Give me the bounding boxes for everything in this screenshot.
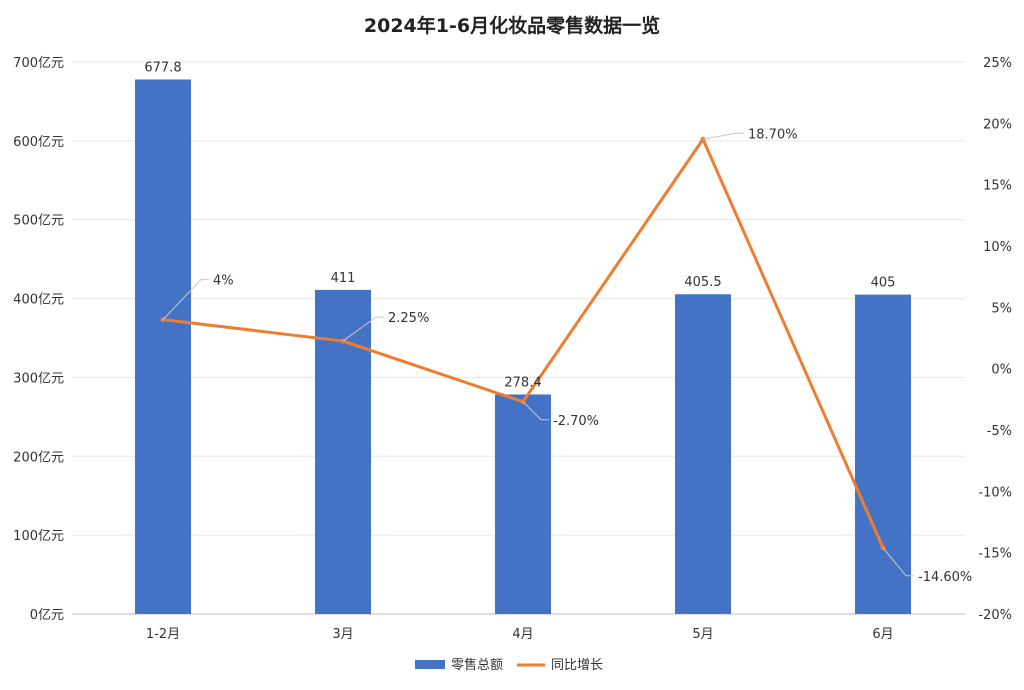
line-value-label: 18.70% — [748, 127, 798, 142]
data-labels: 677.8 411 278.4 405.5 405 4% 2.25% -2.70% 18.70%… — [144, 61, 972, 585]
y-left-tick-label: 0亿元 — [30, 608, 64, 623]
bar-value-label: 278.4 — [504, 375, 541, 390]
y-right-tick-label: -5% — [987, 424, 1012, 439]
bar — [675, 294, 731, 614]
bar — [135, 79, 191, 614]
y-right-tick-label: 15% — [983, 179, 1012, 194]
y-left-tick-label: 600亿元 — [13, 135, 64, 150]
line-value-label: -2.70% — [553, 414, 599, 429]
leader-line — [522, 401, 549, 421]
x-tick-label: 3月 — [332, 627, 353, 642]
y-left-tick-label: 300亿元 — [13, 371, 64, 386]
bar-value-label: 677.8 — [144, 61, 181, 76]
y-left-tick-label: 100亿元 — [13, 529, 64, 544]
line-value-label: -14.60% — [918, 570, 972, 585]
y-right-tick-label: -20% — [978, 608, 1012, 623]
y-right-tick-label: -15% — [978, 547, 1012, 562]
y-right-tick-label: 5% — [991, 301, 1012, 316]
legend: 零售总额 同比增长 — [415, 657, 603, 673]
legend-label: 同比增长 — [551, 658, 603, 673]
y-left-tick-label: 200亿元 — [13, 450, 64, 465]
bar-value-label: 411 — [331, 271, 356, 286]
x-tick-label: 5月 — [692, 627, 713, 642]
legend-swatch-bar — [415, 660, 445, 669]
leader-line — [342, 316, 384, 342]
line-value-label: 2.25% — [388, 311, 429, 326]
y-right-tick-label: 0% — [991, 363, 1012, 378]
legend-label: 零售总额 — [451, 657, 503, 673]
x-tick-label: 4月 — [512, 627, 533, 642]
y-right-tick-label: 20% — [983, 117, 1012, 132]
y-right-tick-label: -10% — [978, 485, 1012, 500]
bar-value-label: 405 — [871, 276, 896, 291]
y-right-tick-label: 25% — [983, 56, 1012, 71]
bar — [495, 394, 551, 614]
leader-line — [162, 279, 209, 320]
leader-line — [882, 547, 914, 577]
x-tick-label: 6月 — [872, 627, 893, 642]
line-value-label: 4% — [213, 274, 234, 289]
leader-line — [702, 132, 744, 140]
y-left-tick-label: 400亿元 — [13, 293, 64, 308]
axes: 0亿元 100亿元 200亿元 300亿元 400亿元 500亿元 600亿元 700亿元 -2… — [13, 56, 1012, 642]
bar — [315, 289, 371, 614]
bar-series — [135, 79, 911, 614]
y-left-tick-label: 500亿元 — [13, 214, 64, 229]
bar — [855, 294, 911, 614]
chart-title: 2024年1-6月化妆品零售数据一览 — [364, 14, 660, 37]
x-tick-label: 1-2月 — [146, 627, 180, 642]
y-right-tick-label: 10% — [983, 240, 1012, 255]
y-left-tick-label: 700亿元 — [13, 56, 64, 71]
bar-value-label: 405.5 — [684, 275, 721, 290]
